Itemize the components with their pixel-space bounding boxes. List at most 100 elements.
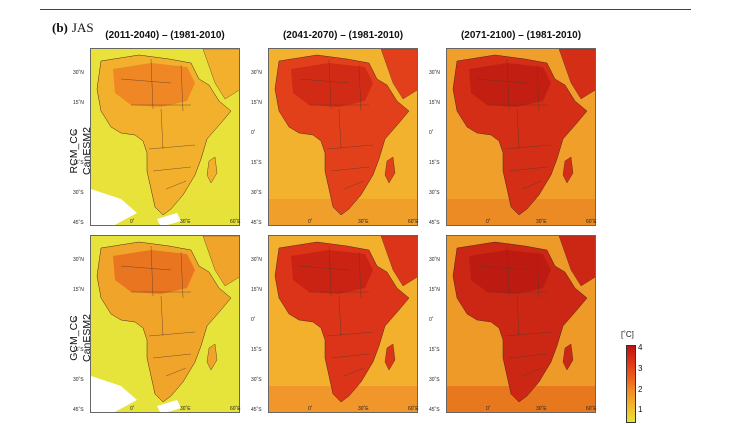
hotspot-region bbox=[113, 63, 195, 107]
longitude-label: 60˚E bbox=[230, 219, 241, 225]
country-border bbox=[150, 245, 154, 297]
latitude-label: 30˚N bbox=[429, 70, 440, 76]
country-border bbox=[504, 331, 552, 337]
latitude-label: 30˚S bbox=[73, 190, 84, 196]
country-border bbox=[476, 265, 528, 271]
hotspot-region bbox=[291, 63, 373, 107]
longitude-label: 30˚E bbox=[536, 406, 547, 412]
latitude-label: 15˚N bbox=[251, 100, 262, 106]
country-border bbox=[160, 108, 164, 150]
latitude-label: 15˚N bbox=[73, 287, 84, 293]
latitude-label: 0˚ bbox=[251, 317, 256, 323]
latitude-label: 45˚S bbox=[251, 407, 262, 413]
country-border bbox=[326, 144, 374, 150]
latitude-label: 15˚S bbox=[73, 160, 84, 166]
colorbar-tick-2: 2 bbox=[638, 385, 643, 394]
colorbar bbox=[626, 345, 636, 423]
latitude-label: 30˚N bbox=[429, 257, 440, 263]
madagascar bbox=[384, 156, 396, 184]
latitude-label: 15˚S bbox=[251, 160, 262, 166]
colorbar-tick-1: 1 bbox=[638, 405, 643, 414]
column-title-2: (2041-2070) – (1981-2010) bbox=[282, 30, 404, 41]
longitude-label: 30˚E bbox=[536, 219, 547, 225]
country-border bbox=[343, 180, 365, 190]
longitude-label: 30˚E bbox=[358, 219, 369, 225]
arabia bbox=[202, 49, 239, 100]
longitude-label: 60˚E bbox=[586, 406, 597, 412]
arabia bbox=[380, 49, 417, 100]
country-border bbox=[152, 166, 192, 172]
country-border bbox=[148, 331, 196, 337]
latitude-label: 0˚ bbox=[429, 317, 434, 323]
longitude-label: 0˚ bbox=[486, 219, 491, 225]
latitude-label: 15˚N bbox=[429, 287, 440, 293]
madagascar bbox=[562, 343, 574, 371]
latitude-label: 45˚S bbox=[429, 407, 440, 413]
country-border bbox=[358, 251, 362, 299]
country-border bbox=[328, 245, 332, 297]
longitude-label: 30˚E bbox=[358, 406, 369, 412]
longitude-label: 0˚ bbox=[308, 219, 313, 225]
country-border bbox=[504, 144, 552, 150]
latitude-label: 45˚S bbox=[251, 220, 262, 226]
country-border bbox=[180, 251, 184, 299]
longitude-label: 0˚ bbox=[130, 219, 135, 225]
country-border bbox=[358, 64, 362, 112]
longitude-label: 0˚ bbox=[486, 406, 491, 412]
map-panel-rcm-2071-2100 bbox=[446, 48, 596, 226]
map-panel-rcm-2011-2040 bbox=[90, 48, 240, 226]
column-title-1: (2011-2040) – (1981-2010) bbox=[105, 30, 225, 41]
arabia bbox=[202, 236, 239, 287]
madagascar bbox=[562, 156, 574, 184]
country-border bbox=[338, 108, 342, 150]
latitude-label: 15˚S bbox=[429, 160, 440, 166]
country-border bbox=[298, 265, 350, 271]
latitude-label: 30˚S bbox=[429, 377, 440, 383]
longitude-label: 60˚E bbox=[408, 406, 419, 412]
country-border bbox=[508, 166, 548, 172]
country-border bbox=[506, 58, 510, 110]
country-border bbox=[516, 295, 520, 337]
map-panel-rcm-2041-2070 bbox=[268, 48, 418, 226]
longitude-label: 60˚E bbox=[408, 219, 419, 225]
sea-ice-patch bbox=[91, 376, 137, 412]
country-border bbox=[508, 353, 548, 359]
longitude-label: 60˚E bbox=[586, 219, 597, 225]
latitude-label: 30˚N bbox=[251, 70, 262, 76]
country-border bbox=[343, 367, 365, 377]
country-border bbox=[521, 367, 543, 377]
country-border bbox=[476, 78, 528, 84]
latitude-label: 15˚S bbox=[429, 347, 440, 353]
colorbar-unit: [˚C] bbox=[621, 330, 634, 339]
panel-season: JAS bbox=[71, 20, 94, 35]
latitude-label: 30˚S bbox=[251, 190, 262, 196]
column-title-3: (2071-2100) – (1981-2010) bbox=[460, 30, 582, 41]
country-border bbox=[165, 180, 187, 190]
country-border bbox=[148, 144, 196, 150]
hotspot-region bbox=[291, 250, 373, 294]
latitude-label: 45˚S bbox=[429, 220, 440, 226]
latitude-label: 0˚ bbox=[73, 317, 78, 323]
latitude-label: 15˚N bbox=[73, 100, 84, 106]
madagascar bbox=[384, 343, 396, 371]
hotspot-region bbox=[469, 63, 551, 107]
top-rule bbox=[40, 9, 691, 10]
latitude-label: 0˚ bbox=[251, 130, 256, 136]
latitude-label: 45˚S bbox=[73, 220, 84, 226]
longitude-label: 30˚E bbox=[180, 219, 191, 225]
country-border bbox=[120, 265, 172, 271]
latitude-label: 15˚N bbox=[251, 287, 262, 293]
map-panel-gcm-2011-2040 bbox=[90, 235, 240, 413]
colorbar-tick-3: 3 bbox=[638, 364, 643, 373]
arabia bbox=[558, 236, 595, 287]
country-border bbox=[298, 78, 350, 84]
latitude-label: 30˚N bbox=[73, 70, 84, 76]
country-border bbox=[506, 245, 510, 297]
country-border bbox=[521, 180, 543, 190]
country-border bbox=[330, 166, 370, 172]
sea-ice-patch bbox=[157, 400, 181, 412]
arabia bbox=[380, 236, 417, 287]
map-panel-gcm-2071-2100 bbox=[446, 235, 596, 413]
latitude-label: 15˚S bbox=[251, 347, 262, 353]
country-border bbox=[326, 331, 374, 337]
